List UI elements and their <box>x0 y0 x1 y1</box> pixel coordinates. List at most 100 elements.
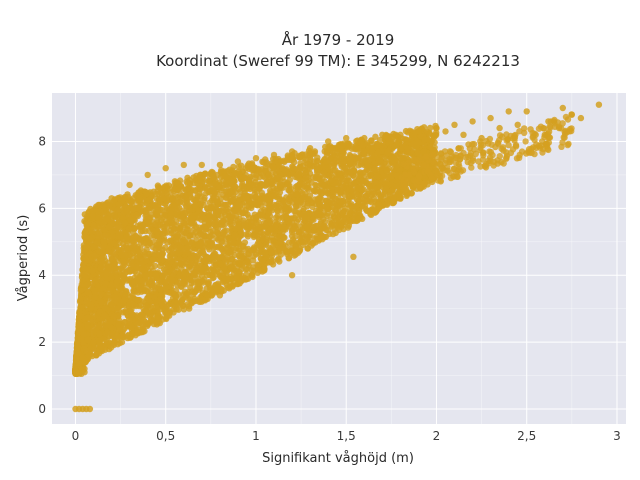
data-point <box>381 164 388 171</box>
data-point <box>235 222 242 230</box>
data-point <box>285 239 293 246</box>
data-point <box>396 167 403 174</box>
data-point <box>127 267 134 275</box>
data-point <box>162 267 169 274</box>
data-point <box>143 287 150 295</box>
data-point <box>336 170 343 177</box>
data-point <box>351 211 358 218</box>
data-point <box>233 275 240 282</box>
data-point <box>330 204 337 211</box>
data-point <box>273 202 280 209</box>
data-point <box>141 251 148 258</box>
data-point <box>243 271 250 278</box>
data-point <box>309 150 317 158</box>
data-point <box>178 207 186 214</box>
data-point <box>258 189 266 197</box>
data-point <box>100 227 108 234</box>
data-point <box>420 148 427 156</box>
data-point <box>259 257 266 265</box>
data-point <box>176 279 183 287</box>
data-point <box>173 208 181 215</box>
data-point <box>261 250 269 257</box>
data-point <box>142 208 150 215</box>
data-point <box>115 229 122 236</box>
data-point <box>324 158 331 165</box>
data-point <box>150 227 157 235</box>
data-point <box>186 254 194 262</box>
data-point <box>310 224 318 231</box>
data-point <box>310 216 317 223</box>
data-point <box>81 271 88 278</box>
data-point <box>196 174 203 181</box>
data-point <box>270 168 277 176</box>
data-point <box>261 265 268 273</box>
data-point <box>288 247 295 254</box>
data-point <box>89 228 96 236</box>
data-point <box>95 201 102 209</box>
data-point <box>90 243 98 251</box>
data-point <box>358 159 366 166</box>
data-point <box>311 235 319 243</box>
data-point <box>218 167 225 174</box>
data-point <box>84 323 92 331</box>
data-point <box>352 203 360 210</box>
data-point <box>367 171 375 179</box>
data-point <box>157 285 164 293</box>
data-point <box>313 165 321 172</box>
data-point <box>389 190 396 198</box>
data-point <box>351 154 358 162</box>
data-point <box>138 266 146 273</box>
data-point <box>178 298 186 305</box>
data-point <box>384 150 391 157</box>
data-point <box>236 245 243 253</box>
data-point <box>161 229 169 236</box>
data-point <box>293 191 301 198</box>
data-point <box>265 209 272 217</box>
data-point <box>305 186 312 193</box>
data-point <box>223 269 230 276</box>
data-point <box>248 267 255 274</box>
data-point <box>120 258 127 265</box>
data-point <box>235 252 243 259</box>
data-point <box>170 201 178 208</box>
data-point <box>227 196 234 203</box>
data-point <box>309 199 316 206</box>
data-point <box>162 262 170 269</box>
data-point <box>284 181 292 188</box>
data-point <box>115 321 122 328</box>
data-point <box>182 238 189 246</box>
data-point <box>163 288 170 295</box>
data-point <box>115 201 122 208</box>
data-point <box>161 183 168 191</box>
data-point <box>250 184 257 191</box>
data-point <box>189 214 196 221</box>
data-point <box>75 322 83 329</box>
data-point <box>199 265 206 273</box>
data-point <box>224 284 231 291</box>
data-point <box>161 279 169 286</box>
data-point <box>274 233 281 241</box>
data-point <box>334 187 341 194</box>
data-point <box>111 293 119 300</box>
data-point <box>360 151 368 158</box>
data-point <box>387 173 395 180</box>
data-point <box>382 177 389 184</box>
data-point <box>311 158 318 165</box>
data-point <box>217 260 224 268</box>
data-point <box>265 259 272 266</box>
data-point <box>295 249 302 256</box>
data-point <box>293 243 300 250</box>
data-point <box>404 145 411 152</box>
data-point <box>320 215 327 223</box>
data-point <box>102 280 109 287</box>
data-point <box>170 187 177 194</box>
data-point <box>312 207 320 215</box>
data-point <box>228 256 235 263</box>
data-point <box>165 247 173 254</box>
data-point <box>205 280 212 287</box>
data-point <box>368 137 375 144</box>
data-point <box>148 283 156 290</box>
data-point <box>408 190 415 197</box>
chart-title-line1: År 1979 - 2019 <box>282 30 395 49</box>
